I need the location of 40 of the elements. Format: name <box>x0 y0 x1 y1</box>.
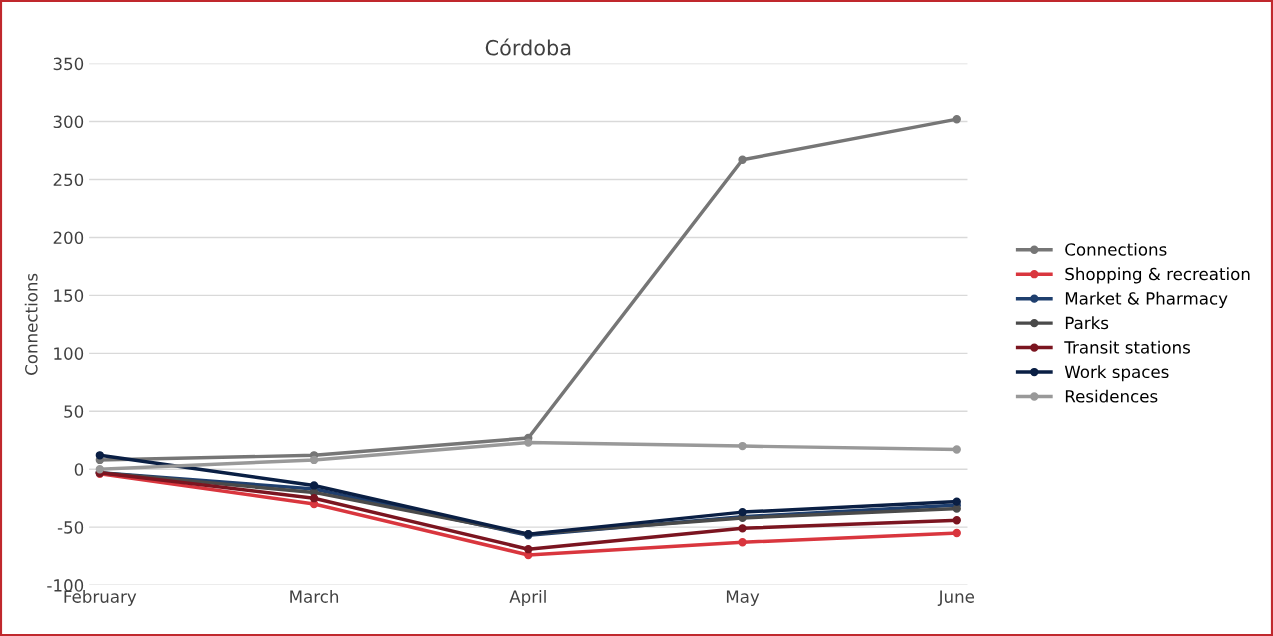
point <box>309 455 319 465</box>
y-tick-label: 150 <box>54 289 84 302</box>
point <box>738 155 747 164</box>
legend-label: Residences <box>1065 389 1158 403</box>
point <box>738 441 747 451</box>
point <box>952 115 961 124</box>
legend-label: Parks <box>1065 316 1109 330</box>
legend-label: Shopping & recreation <box>1065 267 1250 284</box>
y-tick-label: 350 <box>53 57 84 71</box>
point <box>309 481 319 490</box>
legend-label: Transit stations <box>1064 340 1191 354</box>
x-tick-label: May <box>726 590 760 607</box>
point <box>952 528 961 538</box>
point <box>952 516 961 525</box>
y-tick-label: 0 <box>74 463 84 476</box>
point <box>309 494 319 503</box>
x-tick-label: February <box>64 589 137 607</box>
y-axis-title: Connections <box>24 273 38 375</box>
x-tick-label: June <box>937 590 975 606</box>
point <box>95 451 104 460</box>
x-tick-label: April <box>509 589 546 607</box>
y-tick-label: 250 <box>53 173 84 187</box>
y-tick-label: 100 <box>54 347 84 360</box>
point <box>524 438 533 447</box>
legend-label: Work spaces <box>1064 365 1169 382</box>
point <box>952 445 961 454</box>
legend-label: Connections <box>1065 242 1167 256</box>
y-tick-label: 50 <box>64 405 84 418</box>
y-tick-label: -50 <box>57 521 84 534</box>
chart-title: Córdoba <box>485 38 571 56</box>
point <box>738 538 747 547</box>
x-tick-label: March <box>290 589 339 603</box>
legend-label: Market & Pharmacy <box>1065 291 1228 308</box>
y-tick-label: -100 <box>47 579 84 592</box>
point <box>738 524 747 533</box>
point <box>738 507 747 517</box>
y-tick-label: 300 <box>53 115 84 129</box>
point <box>524 545 533 554</box>
y-tick-label: 200 <box>53 231 84 245</box>
point <box>952 497 961 506</box>
